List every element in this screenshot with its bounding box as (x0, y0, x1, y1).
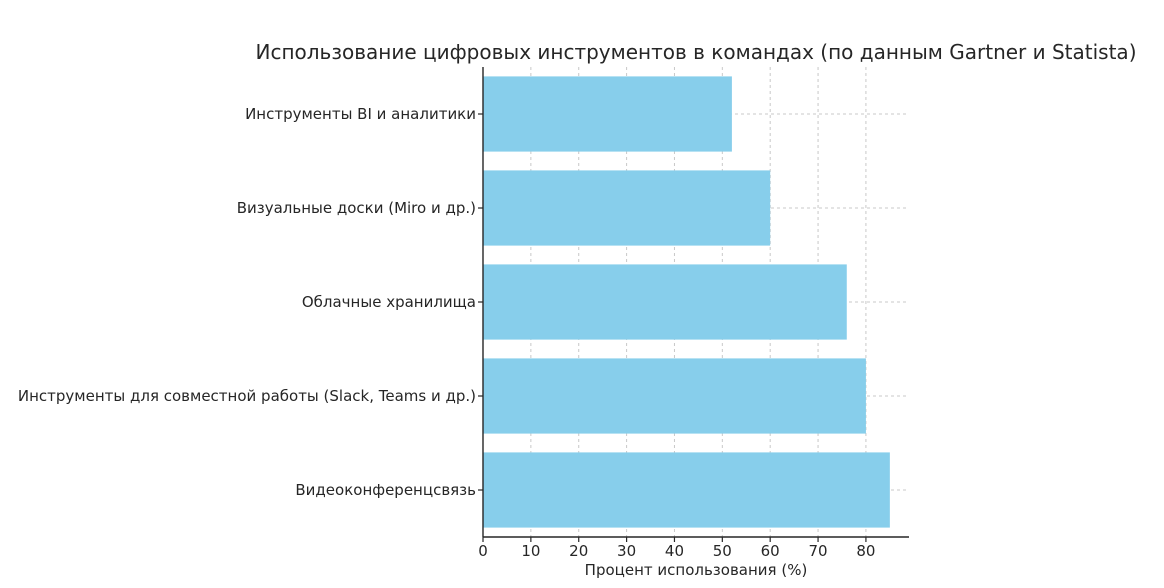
bar (483, 358, 866, 434)
bar (483, 264, 847, 340)
y-tick-label: Визуальные доски (Miro и др.) (237, 199, 476, 217)
x-tick-label: 70 (809, 542, 828, 560)
x-tick-label: 10 (521, 542, 540, 560)
y-tick-label: Инструменты для совместной работы (Slack… (18, 387, 476, 405)
x-tick-label: 50 (713, 542, 732, 560)
y-axis-categories: Видеоконференцсвязь Инструменты для совме… (18, 105, 483, 499)
bar (483, 76, 732, 152)
x-tick-label: 40 (665, 542, 684, 560)
x-tick-label: 0 (478, 542, 488, 560)
x-tick-label: 30 (617, 542, 636, 560)
x-tick-label: 20 (569, 542, 588, 560)
x-axis-ticks: 0 10 20 30 40 50 60 70 80 (478, 537, 875, 560)
y-tick-label: Облачные хранилища (302, 293, 476, 311)
bar (483, 170, 771, 246)
y-tick-label: Инструменты BI и аналитики (245, 105, 476, 123)
chart-title: Использование цифровых инструментов в ко… (255, 40, 1136, 64)
x-axis-label: Процент использования (%) (585, 561, 808, 579)
bars (483, 76, 890, 528)
bar (483, 452, 890, 528)
x-tick-label: 60 (761, 542, 780, 560)
x-tick-label: 80 (856, 542, 875, 560)
y-tick-label: Видеоконференцсвязь (295, 481, 476, 499)
